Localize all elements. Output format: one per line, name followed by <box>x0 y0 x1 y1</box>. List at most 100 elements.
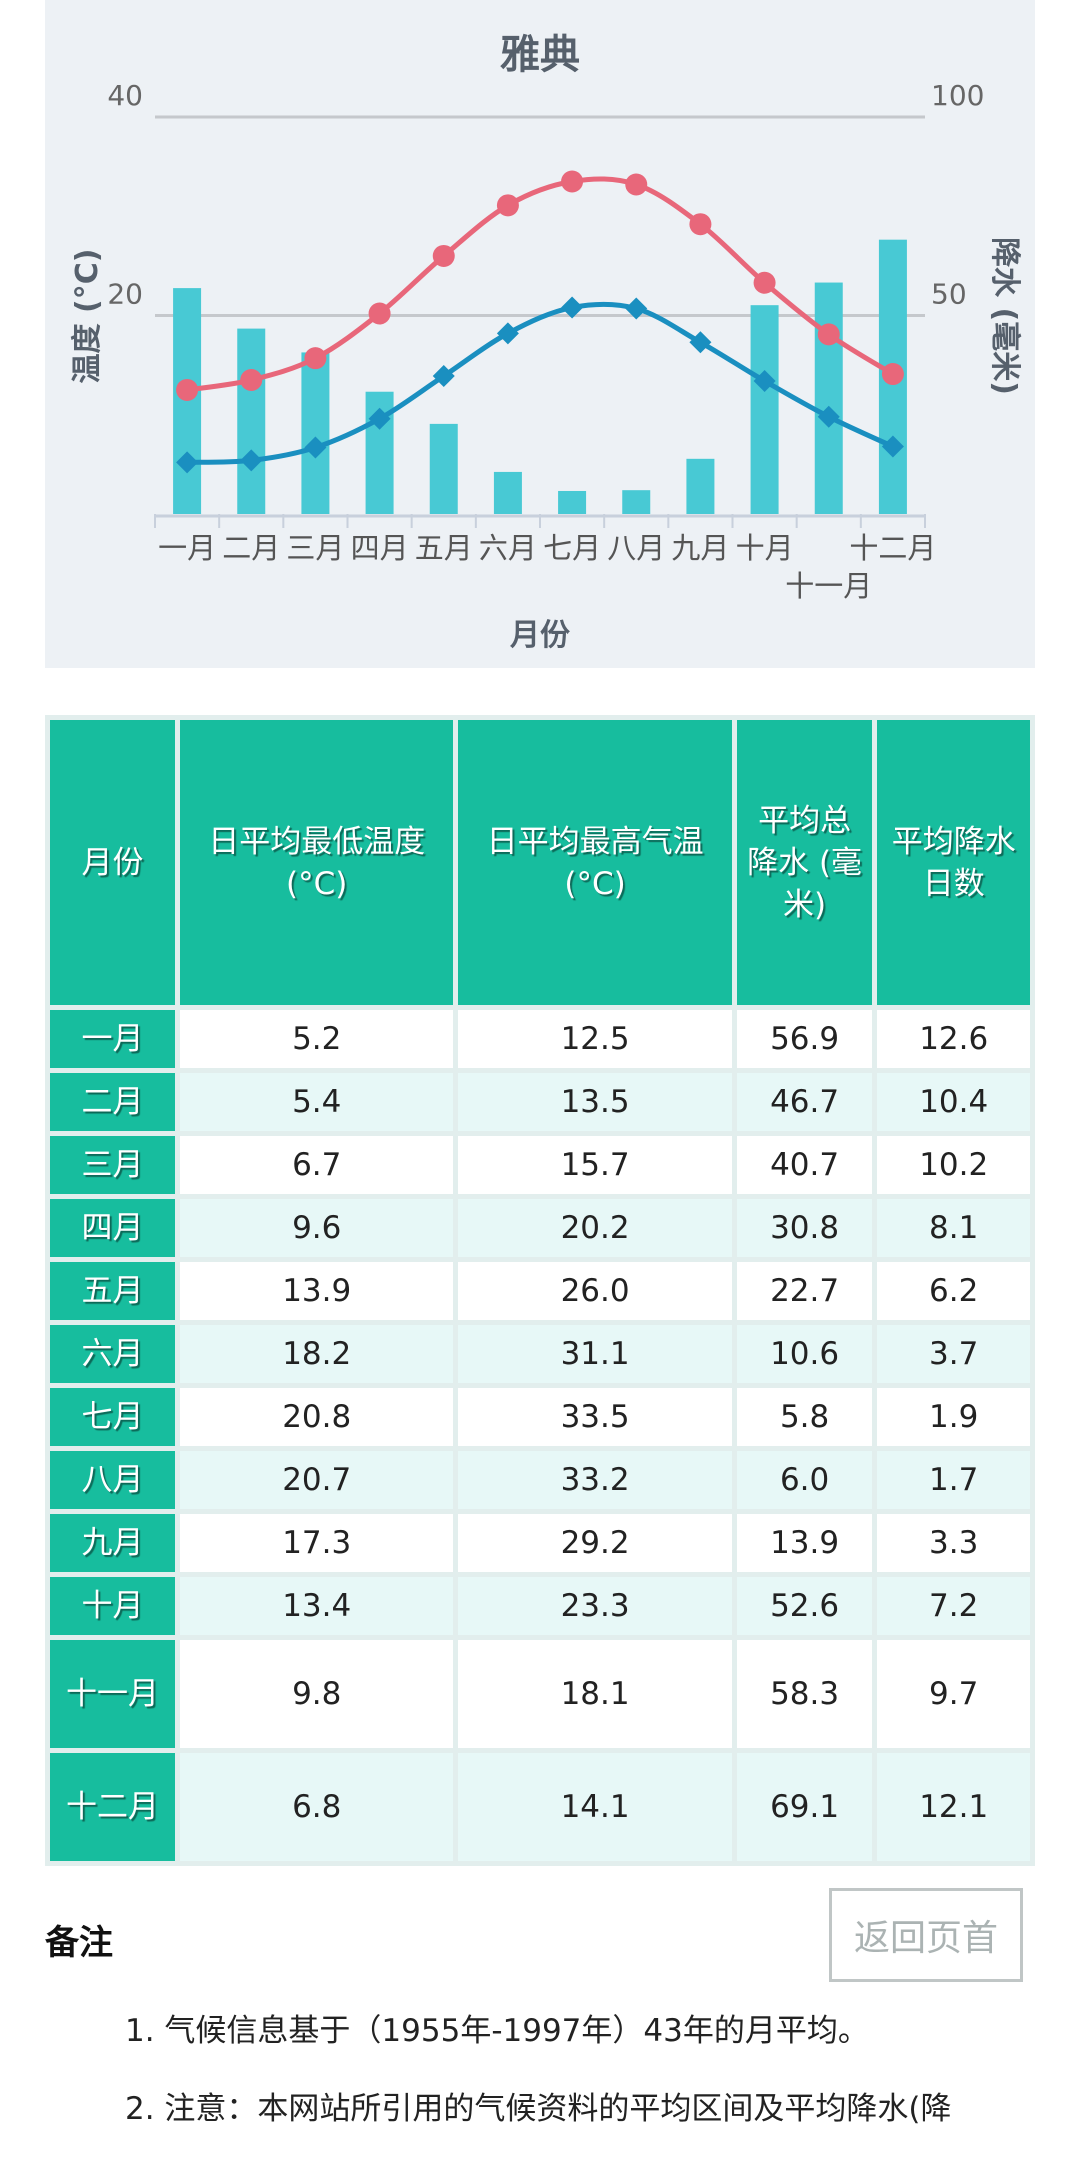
min-temp-point <box>304 436 327 459</box>
min-temp-point <box>689 331 712 354</box>
notes-list: 1. 气候信息基于（1955年-1997年）43年的月平均。 2. 注意：本网站… <box>125 2005 952 2161</box>
month-cell: 五月 <box>50 1262 176 1320</box>
value-cell: 17.3 <box>180 1514 454 1572</box>
min-temp-point <box>881 435 904 458</box>
month-cell: 六月 <box>50 1325 176 1383</box>
value-cell: 9.7 <box>877 1640 1030 1748</box>
value-cell: 33.5 <box>458 1388 732 1446</box>
value-cell: 6.2 <box>877 1262 1030 1320</box>
value-cell: 40.7 <box>736 1136 873 1194</box>
value-cell: 1.7 <box>877 1451 1030 1509</box>
value-cell: 6.8 <box>180 1753 454 1861</box>
table-row: 八月 20.7 33.2 6.0 1.7 <box>50 1451 1030 1509</box>
value-cell: 20.2 <box>458 1199 732 1257</box>
value-cell: 13.9 <box>180 1262 454 1320</box>
precip-bar <box>493 471 522 514</box>
max-temp-line <box>186 176 895 393</box>
y-axis-label-right: 降水 (毫米) <box>987 237 1022 395</box>
min-temp-point <box>561 296 584 319</box>
value-cell: 31.1 <box>458 1325 732 1383</box>
value-cell: 6.0 <box>736 1451 873 1509</box>
y-tick-left: 20 <box>107 278 143 311</box>
x-tick-label: 三月 <box>286 531 344 565</box>
max-temp-point <box>625 173 648 196</box>
value-cell: 56.9 <box>736 1010 873 1068</box>
back-to-top-button[interactable]: 返回页首 <box>829 1888 1023 1982</box>
precip-bar <box>173 288 202 514</box>
y-tick-right: 100 <box>931 79 984 112</box>
month-cell: 十一月 <box>50 1640 176 1748</box>
min-temp-point <box>176 451 199 474</box>
x-tick-label: 九月 <box>671 531 729 565</box>
month-cell: 七月 <box>50 1388 176 1446</box>
value-cell: 14.1 <box>458 1753 732 1861</box>
min-temp-point <box>817 405 840 428</box>
precip-bar <box>750 305 779 514</box>
table-row: 三月 6.7 15.7 40.7 10.2 <box>50 1136 1030 1194</box>
value-cell: 13.5 <box>458 1073 732 1131</box>
value-cell: 12.6 <box>877 1010 1030 1068</box>
max-temp-point <box>368 302 391 325</box>
min-temp-line <box>187 301 894 465</box>
max-temp-point <box>753 271 776 294</box>
month-cell: 二月 <box>50 1073 176 1131</box>
value-cell: 22.7 <box>736 1262 873 1320</box>
table-row: 二月 5.4 13.5 46.7 10.4 <box>50 1073 1030 1131</box>
precip-bar <box>814 282 843 514</box>
max-temp-point <box>432 244 455 267</box>
precip-bar <box>686 458 715 514</box>
min-temp-point <box>432 365 455 388</box>
x-tick-label: 八月 <box>607 531 665 565</box>
value-cell: 10.6 <box>736 1325 873 1383</box>
min-temp-point <box>625 297 648 320</box>
value-cell: 29.2 <box>458 1514 732 1572</box>
note-item: 2. 注意：本网站所引用的气候资料的平均区间及平均降水(降 <box>125 2091 952 2127</box>
value-cell: 10.4 <box>877 1073 1030 1131</box>
value-cell: 3.7 <box>877 1325 1030 1383</box>
value-cell: 33.2 <box>458 1451 732 1509</box>
month-cell: 一月 <box>50 1010 176 1068</box>
month-cell: 四月 <box>50 1199 176 1257</box>
max-temp-point <box>881 363 904 386</box>
precip-bar <box>622 490 651 514</box>
value-cell: 58.3 <box>736 1640 873 1748</box>
x-tick-label: 一月 <box>158 531 216 565</box>
table-header-row: 月份 日平均最低温度 (°C) 日平均最高气温 (°C) 平均总降水 (毫米) 平均降水… <box>50 720 1030 1005</box>
value-cell: 46.7 <box>736 1073 873 1131</box>
table-row: 六月 18.2 31.1 10.6 3.7 <box>50 1325 1030 1383</box>
value-cell: 13.9 <box>736 1514 873 1572</box>
x-axis-label: 月份 <box>510 618 570 653</box>
month-cell: 八月 <box>50 1451 176 1509</box>
max-temp-point <box>817 323 840 346</box>
max-temp-point <box>304 347 327 370</box>
month-cell: 十二月 <box>50 1753 176 1861</box>
min-temp-point <box>368 407 391 430</box>
table-row: 十一月 9.8 18.1 58.3 9.7 <box>50 1640 1030 1748</box>
value-cell: 18.1 <box>458 1640 732 1748</box>
value-cell: 20.7 <box>180 1451 454 1509</box>
value-cell: 69.1 <box>736 1753 873 1861</box>
month-cell: 九月 <box>50 1514 176 1572</box>
value-cell: 52.6 <box>736 1577 873 1635</box>
note-item: 1. 气候信息基于（1955年-1997年）43年的月平均。 <box>125 2013 869 2049</box>
value-cell: 23.3 <box>458 1577 732 1635</box>
table-row: 四月 9.6 20.2 30.8 8.1 <box>50 1199 1030 1257</box>
y-axis-label-left: 温度 (°C) <box>70 249 105 384</box>
max-temp-point <box>176 378 199 401</box>
value-cell: 15.7 <box>458 1136 732 1194</box>
precip-bar <box>429 423 458 514</box>
table-row: 十月 13.4 23.3 52.6 7.2 <box>50 1577 1030 1635</box>
x-tick-label: 十一月 <box>785 569 872 603</box>
precip-bar <box>301 352 330 514</box>
y-tick-left: 40 <box>107 79 143 112</box>
value-cell: 6.7 <box>180 1136 454 1194</box>
value-cell: 5.2 <box>180 1010 454 1068</box>
value-cell: 9.6 <box>180 1199 454 1257</box>
value-cell: 13.4 <box>180 1577 454 1635</box>
value-cell: 3.3 <box>877 1514 1030 1572</box>
x-tick-label: 十月 <box>736 531 794 565</box>
table-row: 十二月 6.8 14.1 69.1 12.1 <box>50 1753 1030 1861</box>
x-tick-label: 五月 <box>415 531 473 565</box>
month-cell: 十月 <box>50 1577 176 1635</box>
chart-svg: 雅典 40 100 20 50 温度 (°C) 降水 (毫米) 一月 二月 三月 四月 五月 六月 七月八… <box>70 32 1022 653</box>
